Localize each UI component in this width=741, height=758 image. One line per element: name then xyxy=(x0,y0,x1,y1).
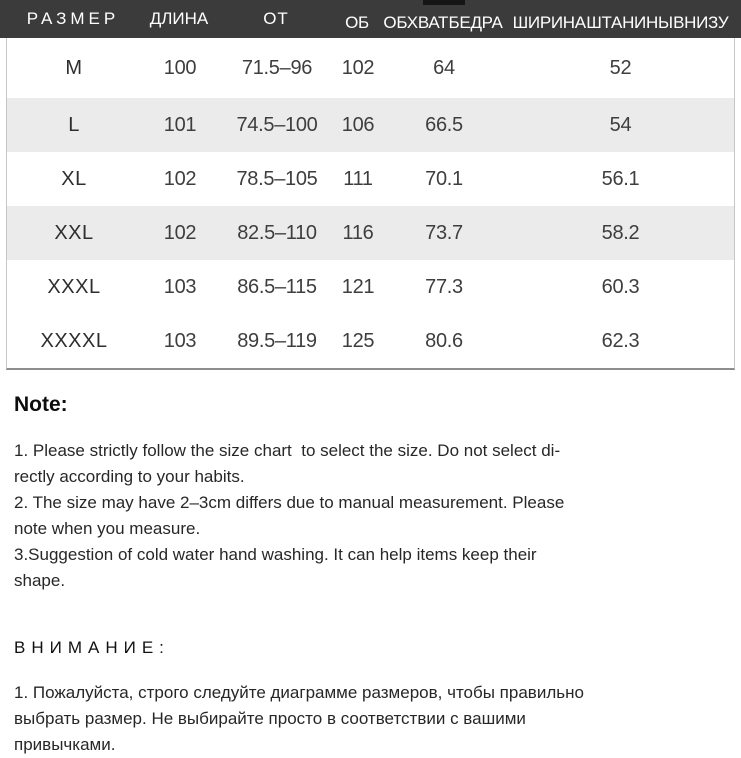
ob-cell: 102 xyxy=(341,56,375,79)
size-cell: M xyxy=(65,56,83,79)
header-leg-width: ШИРИНА ШТАНИНЫ ВНИЗУ xyxy=(512,13,729,32)
attention-line: привычками. xyxy=(14,735,116,754)
size-cell: XXXXL xyxy=(40,329,108,352)
length-cell: 103 xyxy=(163,329,197,352)
length-cell: 102 xyxy=(163,221,197,244)
hip-cell: 64 xyxy=(433,56,455,79)
header-ot: ОТ xyxy=(263,9,289,28)
size-cell: L xyxy=(68,113,80,136)
table-row: XXXL 103 86.5–115 121 77.3 60.3 xyxy=(7,260,734,314)
note-line: 2. The size may have 2–3cm differs due t… xyxy=(14,493,565,512)
cropped-artifact xyxy=(423,0,465,5)
hip-cell: 66.5 xyxy=(425,113,463,136)
note-line: note when you measure. xyxy=(14,519,201,538)
ob-cell: 125 xyxy=(341,329,375,352)
table-row: XXXXL 103 89.5–119 125 80.6 62.3 xyxy=(7,314,734,368)
ot-cell: 86.5–115 xyxy=(237,275,317,298)
length-cell: 102 xyxy=(163,167,197,190)
attention-heading: ВНИМАНИЕ: xyxy=(14,638,170,657)
table-row: XL 102 78.5–105 111 70.1 56.1 xyxy=(7,152,734,206)
attention-line: выбрать размер. Не выбирайте просто в со… xyxy=(14,709,526,728)
size-cell: XL xyxy=(61,167,87,190)
hip-cell: 80.6 xyxy=(425,329,463,352)
hip-cell: 73.7 xyxy=(425,221,463,244)
hip-cell: 77.3 xyxy=(425,275,463,298)
note-text: 1. Please strictly follow the size chart… xyxy=(14,438,564,594)
leg-width-cell: 60.3 xyxy=(601,275,640,298)
note-line: rectly according to your habits. xyxy=(14,467,245,486)
header-hip: ОБХВАТ БЕДРА xyxy=(383,13,503,32)
header-size: РАЗМЕР xyxy=(26,9,120,28)
leg-width-cell: 56.1 xyxy=(601,167,640,190)
note-heading: Note: xyxy=(14,393,68,416)
leg-width-cell: 52 xyxy=(609,56,632,79)
size-table-header: РАЗМЕР ДЛИНА ОТ ОБ ОБХВАТ БЕДРА ШИРИНА Ш… xyxy=(0,0,741,38)
note-line: 1. Please strictly follow the size chart… xyxy=(14,441,561,460)
hip-cell: 70.1 xyxy=(425,167,463,190)
ob-cell: 116 xyxy=(342,221,374,244)
attention-text: 1. Пожалуйста, строго следуйте диаграмме… xyxy=(14,680,584,758)
ob-cell: 111 xyxy=(343,167,373,190)
header-ob: ОБ xyxy=(345,13,369,32)
note-line: 3.Suggestion of cold water hand washing.… xyxy=(14,545,537,564)
note-line: shape. xyxy=(14,571,66,590)
size-table-body: M 100 71.5–96 102 64 52 L 101 74.5–100 1… xyxy=(6,38,735,370)
attention-line: 1. Пожалуйста, строго следуйте диаграмме… xyxy=(14,683,584,702)
size-table: РАЗМЕР ДЛИНА ОТ ОБ ОБХВАТ БЕДРА ШИРИНА Ш… xyxy=(0,0,741,370)
ot-cell: 71.5–96 xyxy=(241,56,313,79)
size-cell: XXXL xyxy=(47,275,101,298)
length-cell: 103 xyxy=(163,275,197,298)
length-cell: 101 xyxy=(163,113,197,136)
header-length: ДЛИНА xyxy=(149,9,209,28)
table-row: L 101 74.5–100 106 66.5 54 xyxy=(7,98,734,152)
ob-cell: 106 xyxy=(341,113,375,136)
table-row: M 100 71.5–96 102 64 52 xyxy=(7,38,734,98)
ot-cell: 74.5–100 xyxy=(236,113,318,136)
ot-cell: 89.5–119 xyxy=(237,329,317,352)
table-row: XXL 102 82.5–110 116 73.7 58.2 xyxy=(7,206,734,260)
size-cell: XXL xyxy=(54,221,94,244)
length-cell: 100 xyxy=(163,56,197,79)
leg-width-cell: 54 xyxy=(609,113,632,136)
leg-width-cell: 58.2 xyxy=(601,221,640,244)
leg-width-cell: 62.3 xyxy=(601,329,640,352)
ot-cell: 82.5–110 xyxy=(237,221,317,244)
ob-cell: 121 xyxy=(341,275,375,298)
ot-cell: 78.5–105 xyxy=(236,167,318,190)
